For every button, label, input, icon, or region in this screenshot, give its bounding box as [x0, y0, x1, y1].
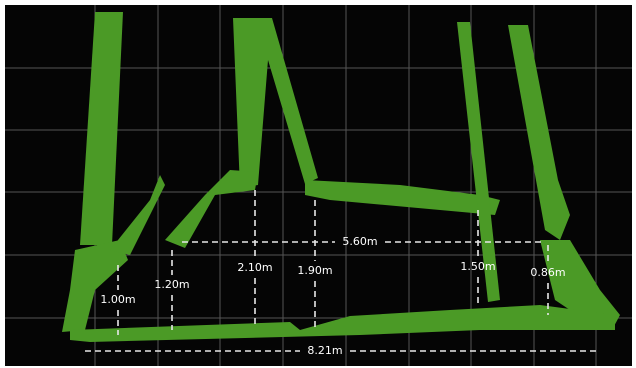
- measurement-label: 8.21m: [307, 344, 342, 357]
- map-view: 1.00m 1.20m 2.10m 1.90m 5.60m 1.50m 0.86…: [0, 0, 636, 368]
- measurement-label: 5.60m: [342, 235, 377, 248]
- measurement-label: 1.20m: [154, 278, 189, 291]
- measurement-label: 0.86m: [530, 266, 565, 279]
- measurement-label: 2.10m: [237, 261, 272, 274]
- measurement-label: 1.00m: [100, 293, 135, 306]
- page: 1.00m 1.20m 2.10m 1.90m 5.60m 1.50m 0.86…: [0, 0, 636, 368]
- measurement-label: 1.50m: [460, 260, 495, 273]
- measurement-label: 1.90m: [297, 264, 332, 277]
